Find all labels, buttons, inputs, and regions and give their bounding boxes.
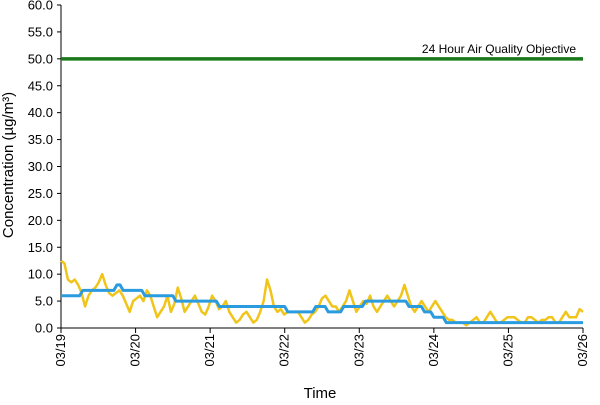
x-axis-ticks: 03/19 03/20 03/21 03/22 03/23 03/24 03/25 03/26 xyxy=(53,328,590,367)
y-tick-label: 15.0 xyxy=(28,240,53,255)
x-tick-label: 03/19 xyxy=(53,334,68,367)
y-tick-label: 60.0 xyxy=(28,0,53,13)
y-axis-title: Concentration (µg/m³) xyxy=(0,92,17,238)
x-tick-label: 03/24 xyxy=(426,334,441,367)
series-line-2 xyxy=(61,283,583,325)
y-tick-label: 5.0 xyxy=(35,294,53,309)
y-tick-label: 55.0 xyxy=(28,24,53,39)
x-tick-label: 03/25 xyxy=(500,334,515,367)
x-tick-label: 03/21 xyxy=(202,334,217,367)
y-tick-label: 45.0 xyxy=(28,78,53,93)
y-tick-label: 10.0 xyxy=(28,267,53,282)
plot-area xyxy=(60,5,584,329)
series-line-1 xyxy=(60,259,584,327)
reference-line-label: 24 Hour Air Quality Objective xyxy=(422,42,576,56)
x-tick-label: 03/23 xyxy=(351,334,366,367)
y-tick-label: 25.0 xyxy=(28,186,53,201)
x-tick-label: 03/26 xyxy=(575,334,590,367)
y-tick-label: 0.0 xyxy=(35,321,53,336)
x-axis-title: Time xyxy=(304,385,337,400)
y-tick-label: 35.0 xyxy=(28,132,53,147)
x-tick-label: 03/22 xyxy=(277,334,292,367)
y-tick-label: 40.0 xyxy=(28,105,53,120)
y-tick-label: 30.0 xyxy=(28,159,53,174)
x-tick-label: 03/20 xyxy=(128,334,143,367)
y-axis-ticks: 0.0 5.0 10.0 15.0 20.0 25.0 30.0 35.0 40.0 45.0 50… xyxy=(28,0,61,336)
y-tick-label: 20.0 xyxy=(28,213,53,228)
y-tick-label: 50.0 xyxy=(28,51,53,66)
